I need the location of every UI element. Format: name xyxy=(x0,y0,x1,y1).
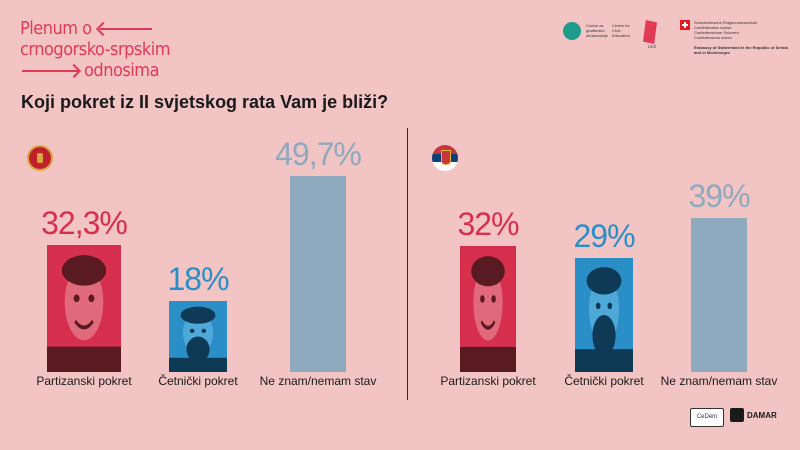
value-label-me-2: 49,7% xyxy=(275,136,362,172)
category-label-rs-1: Četnički pokret xyxy=(564,374,644,388)
cgo-logo-text-en: Centre for Civic Education xyxy=(612,23,630,38)
damar-logo: DAMAR xyxy=(730,408,777,422)
panel-divider xyxy=(407,128,408,400)
montenegro-flag-icon xyxy=(27,145,53,171)
value-label-rs-1: 29% xyxy=(573,218,635,254)
swiss-confederation-text: Schweizerische Eidgenossenschaft Confédé… xyxy=(694,20,784,40)
brand-line-1: Plenum o xyxy=(20,18,92,39)
bar-me-1 xyxy=(169,301,227,372)
value-label-rs-2: 39% xyxy=(688,178,750,214)
partisan-portrait-icon xyxy=(460,246,516,372)
partner-logo-text: DRŽ xyxy=(648,44,657,49)
value-label-me-0: 32,3% xyxy=(41,205,128,241)
category-label-me-0: Partizanski pokret xyxy=(36,374,132,388)
swiss-line-1: Schweizerische Eidgenossenschaft xyxy=(694,20,757,25)
arrow-left-icon xyxy=(99,27,152,30)
damar-mark-icon xyxy=(730,408,744,422)
bar-me-0 xyxy=(47,245,121,372)
value-label-me-1: 18% xyxy=(167,261,229,297)
serbia-flag-icon xyxy=(432,145,458,171)
partisan-portrait-icon xyxy=(47,245,121,372)
brand-title: Plenum o crnogorsko-srpskim odnosima xyxy=(20,18,170,81)
brand-line-3: odnosima xyxy=(84,60,160,81)
bar-rs-1 xyxy=(575,258,633,372)
cgo-logo-text: Centar za građansko obrazovanje xyxy=(586,23,608,38)
bar-rs-0 xyxy=(460,246,516,372)
cgo-logo-icon xyxy=(563,22,581,40)
partner-logo-icon xyxy=(643,20,657,44)
category-label-me-2: Ne znam/nemam stav xyxy=(259,374,377,388)
brand-line-2: crnogorsko-srpskim xyxy=(20,39,170,60)
chetnik-portrait-icon xyxy=(169,301,227,372)
arrow-right-icon xyxy=(22,69,78,72)
value-label-rs-0: 32% xyxy=(457,206,519,242)
cedem-logo: CeDem xyxy=(690,408,724,427)
bar-rs-2 xyxy=(691,218,747,372)
swiss-line-2: Confédération suisse xyxy=(694,25,732,30)
bar-me-2 xyxy=(290,176,346,372)
damar-logo-text: DAMAR xyxy=(747,410,777,420)
chetnik-portrait-icon xyxy=(575,258,633,372)
swiss-line-4: Confederaziun svizra xyxy=(694,35,732,40)
category-label-me-1: Četnički pokret xyxy=(158,374,238,388)
swiss-flag-icon xyxy=(680,20,690,30)
swiss-embassy-text: Embassy of Switzerland in the Republic o… xyxy=(694,45,788,55)
category-label-rs-0: Partizanski pokret xyxy=(440,374,536,388)
category-label-rs-2: Ne znam/nemam stav xyxy=(660,374,778,388)
survey-question: Koji pokret iz II svjetskog rata Vam je … xyxy=(21,92,389,112)
swiss-line-3: Confederazione Svizzera xyxy=(694,30,739,35)
